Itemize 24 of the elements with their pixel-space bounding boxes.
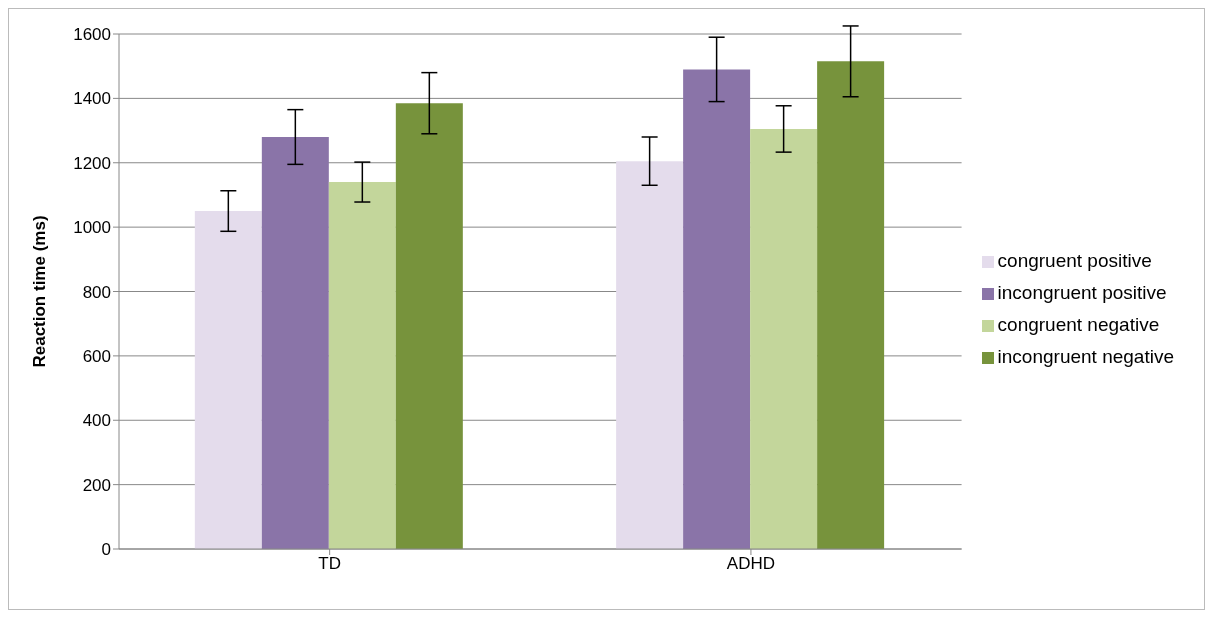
bar <box>817 61 885 549</box>
y-tick-label: 0 <box>101 540 111 560</box>
bar <box>683 69 751 549</box>
legend-label: congruent negative <box>997 314 1160 335</box>
bar <box>328 182 396 549</box>
legend-label: incongruent negative <box>997 346 1174 367</box>
y-tick-label: 200 <box>82 475 111 495</box>
legend-label: incongruent positive <box>997 282 1167 303</box>
y-tick-label: 400 <box>82 411 111 431</box>
y-tick-label: 800 <box>82 282 111 302</box>
y-tick-label: 600 <box>82 346 111 366</box>
y-tick-label: 1000 <box>73 218 111 238</box>
bar <box>194 211 262 549</box>
y-tick-label: 1400 <box>73 89 111 109</box>
y-tick-label: 1600 <box>73 25 111 45</box>
bar <box>750 128 818 549</box>
bar <box>261 137 329 549</box>
legend-label: congruent positive <box>997 250 1152 271</box>
x-tick-label: TD <box>318 554 341 574</box>
bar <box>616 161 684 549</box>
bar <box>395 103 463 549</box>
y-axis-title: Reaction time (ms) <box>30 215 50 368</box>
y-tick-label: 1200 <box>73 153 111 173</box>
x-tick-label: ADHD <box>726 554 776 574</box>
